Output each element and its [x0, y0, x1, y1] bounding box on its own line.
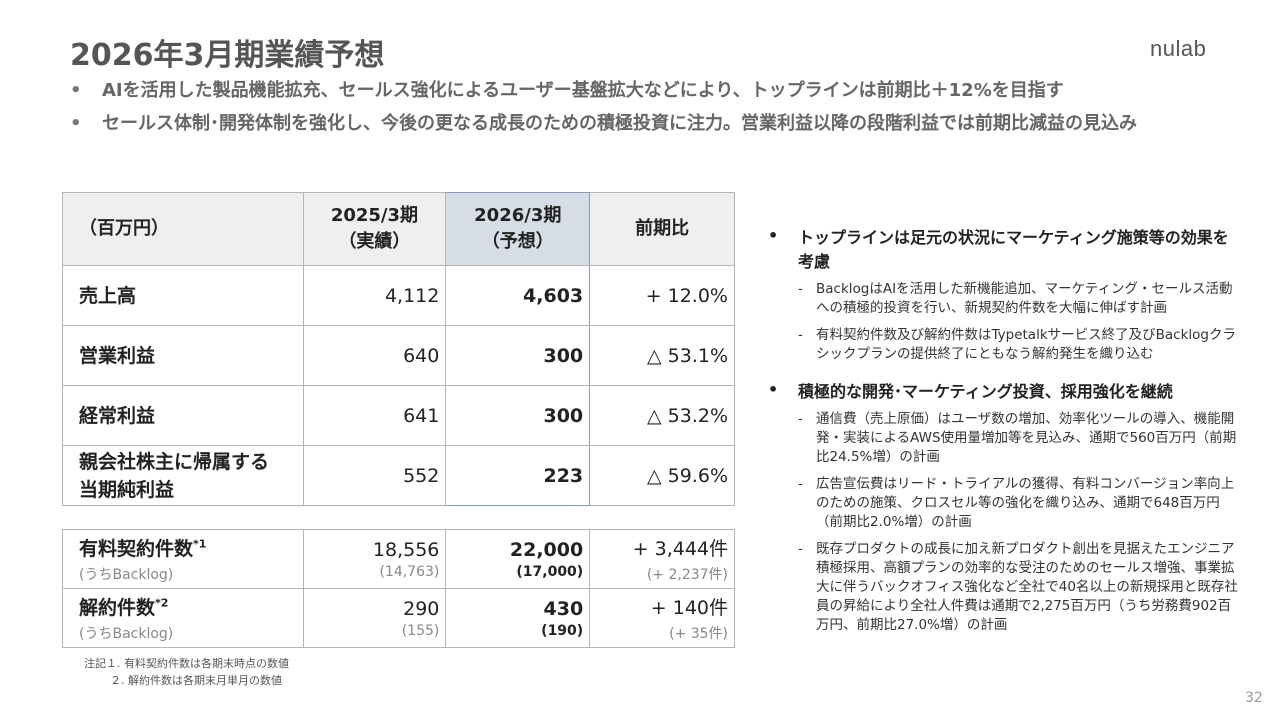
footnote-marker: *2 — [155, 596, 169, 610]
table-row: 経常利益 641 300 △ 53.2% — [62, 385, 735, 446]
dash-icon: - — [798, 541, 803, 557]
header-unit: （百万円） — [62, 192, 304, 266]
header-forecast-line1: 2026/3期 — [474, 205, 562, 226]
row-label: 経常利益 — [62, 385, 304, 446]
bullet-item-text: 既存プロダクトの成長に加え新プロダクト創出を見据えたエンジニア積極採用、高額プラ… — [816, 541, 1238, 633]
actual-cell: 290 (155) — [302, 588, 447, 648]
bullet-item: - BacklogはAIを活用した新機能追加、マーケティング・セールス活動への積極… — [798, 280, 1238, 318]
row-label-line2: 当期純利益 — [79, 478, 175, 501]
dash-icon: - — [798, 281, 803, 297]
forecast-cell: 430 (190) — [445, 588, 591, 648]
bullet-item: - 広告宣伝費はリード・トライアルの獲得、有料コンバージョン率向上のための施策、ク… — [798, 475, 1238, 532]
forecast-value: 430 — [543, 597, 584, 620]
bullet-heading: 積極的な開発･マーケティング投資、採用強化を継続 — [798, 382, 1173, 401]
header-change: 前期比 — [589, 192, 735, 266]
page-number: 32 — [1245, 690, 1263, 706]
bullet-item-text: 有料契約件数及び解約件数はTypetalkサービス終了及びBacklogクラシッ… — [816, 327, 1236, 362]
row-label-text: 解約件数 — [79, 597, 156, 619]
header-unit-text: （百万円） — [79, 218, 169, 239]
table-row: 親会社株主に帰属する 当期純利益 552 223 △ 59.6% — [62, 445, 735, 506]
table-row: 営業利益 640 300 △ 53.1% — [62, 325, 735, 386]
change-value: + 12.0% — [589, 265, 735, 326]
table-row: 売上高 4,112 4,603 + 12.0% — [62, 265, 735, 326]
dash-icon: - — [798, 411, 803, 427]
header-actual-line2: （実績） — [338, 231, 411, 252]
actual-value: 18,556 — [372, 538, 440, 561]
change-value: △ 53.2% — [589, 385, 735, 446]
footnote-marker: *1 — [193, 537, 207, 551]
forecast-sub-value: (17,000) — [516, 563, 584, 580]
row-sub-label: (うちBacklog) — [79, 626, 174, 642]
forecast-value: 4,603 — [445, 265, 591, 326]
right-bullet-list: • トップラインは足元の状況にマーケティング施策等の効果を考慮 - Backlog… — [768, 226, 1238, 651]
header-actual: 2025/3期 （実績） — [302, 192, 447, 266]
change-sub-value: (+ 35件) — [669, 626, 728, 642]
actual-sub-value: (155) — [401, 622, 440, 639]
top-bullet-list: • AIを活用した製品機能拡充、セールス強化によるユーザー基盤拡大などにより、ト… — [70, 78, 1210, 144]
table-row: 有料契約件数*1 (うちBacklog) 18,556 (14,763) 22,… — [62, 529, 735, 589]
row-label: 解約件数*2 (うちBacklog) — [62, 588, 304, 648]
forecast-value: 22,000 — [509, 538, 584, 561]
right-bullet-group: • 積極的な開発･マーケティング投資、採用強化を継続 - 通信費（売上原価）はユー… — [768, 380, 1238, 635]
forecast-cell: 22,000 (17,000) — [445, 529, 591, 589]
bullet-dot-icon: • — [70, 80, 82, 101]
top-bullet-item: • セールス体制･開発体制を強化し、今後の更なる成長のための積極投資に注力。営業… — [70, 111, 1210, 136]
dash-icon: - — [798, 476, 803, 492]
footnote-2: ２. 解約件数は各期末月単月の数値 — [110, 674, 282, 687]
header-change-text: 前期比 — [635, 218, 690, 239]
bullet-item: - 通信費（売上原価）はユーザ数の増加、効率化ツールの導入、機能開発・実装によるA… — [798, 410, 1238, 467]
bullet-item: - 有料契約件数及び解約件数はTypetalkサービス終了及びBacklogクラシ… — [798, 326, 1238, 364]
bullet-item-text: BacklogはAIを活用した新機能追加、マーケティング・セールス活動への積極的… — [816, 281, 1233, 316]
top-bullet-item: • AIを活用した製品機能拡充、セールス強化によるユーザー基盤拡大などにより、ト… — [70, 78, 1210, 103]
row-label: 営業利益 — [62, 325, 304, 386]
forecast-value: 300 — [445, 325, 591, 386]
actual-value: 4,112 — [302, 265, 447, 326]
bullet-heading: トップラインは足元の状況にマーケティング施策等の効果を考慮 — [798, 228, 1229, 271]
header-actual-line1: 2025/3期 — [330, 205, 419, 226]
bullet-dot-icon: • — [768, 226, 779, 245]
page-title: 2026年3月期業績予想 — [70, 38, 385, 73]
forecast-table: （百万円） 2025/3期 （実績） 2026/3期 （予想） 前期比 売上高 4,… — [62, 192, 735, 506]
change-value: △ 53.1% — [589, 325, 735, 386]
actual-sub-value: (14,763) — [379, 563, 440, 580]
row-label-line1: 親会社株主に帰属する — [79, 450, 270, 473]
actual-value: 640 — [302, 325, 447, 386]
bullet-dot-icon: • — [768, 380, 779, 399]
change-cell: + 140件 (+ 35件) — [589, 588, 735, 648]
actual-value: 641 — [302, 385, 447, 446]
change-sub-value: (+ 2,237件) — [646, 567, 728, 583]
table-row: 解約件数*2 (うちBacklog) 290 (155) 430 (190) +… — [62, 588, 735, 648]
top-bullet-text: セールス体制･開発体制を強化し、今後の更なる成長のための積極投資に注力。営業利益… — [102, 113, 1137, 134]
bullet-item-text: 通信費（売上原価）はユーザ数の増加、効率化ツールの導入、機能開発・実装によるAW… — [816, 411, 1237, 465]
row-sub-label: (うちBacklog) — [79, 567, 174, 583]
change-value: + 3,444件 — [632, 538, 728, 560]
top-bullet-text: AIを活用した製品機能拡充、セールス強化によるユーザー基盤拡大などにより、トップ… — [102, 80, 1064, 101]
forecast-sub-value: (190) — [541, 622, 584, 639]
footnotes: 注記１. 有料契約件数は各期末時点の数値 ２. 解約件数は各期末月単月の数値 — [84, 655, 289, 689]
header-forecast-line2: （予想） — [481, 231, 554, 252]
actual-cell: 18,556 (14,763) — [302, 529, 447, 589]
bullet-item: - 既存プロダクトの成長に加え新プロダクト創出を見据えたエンジニア積極採用、高額プ… — [798, 540, 1238, 635]
row-label: 親会社株主に帰属する 当期純利益 — [62, 445, 304, 506]
change-value: + 140件 — [650, 597, 728, 619]
right-bullet-group: • トップラインは足元の状況にマーケティング施策等の効果を考慮 - Backlog… — [768, 226, 1238, 364]
bullet-item-text: 広告宣伝費はリード・トライアルの獲得、有料コンバージョン率向上のための施策、クロ… — [816, 476, 1235, 530]
actual-value: 552 — [302, 445, 447, 506]
table-header-row: （百万円） 2025/3期 （実績） 2026/3期 （予想） 前期比 — [62, 192, 735, 266]
row-label-text: 有料契約件数 — [79, 538, 194, 560]
row-label: 売上高 — [62, 265, 304, 326]
actual-value: 290 — [403, 597, 440, 620]
header-forecast: 2026/3期 （予想） — [445, 192, 591, 266]
forecast-value: 223 — [445, 445, 591, 506]
change-cell: + 3,444件 (+ 2,237件) — [589, 529, 735, 589]
change-value: △ 59.6% — [589, 445, 735, 506]
forecast-value: 300 — [445, 385, 591, 446]
contracts-table: 有料契約件数*1 (うちBacklog) 18,556 (14,763) 22,… — [62, 529, 735, 648]
footnote-1: 注記１. 有料契約件数は各期末時点の数値 — [84, 657, 289, 670]
dash-icon: - — [798, 327, 803, 343]
bullet-dot-icon: • — [70, 113, 82, 134]
row-label: 有料契約件数*1 (うちBacklog) — [62, 529, 304, 589]
nulab-logo: nulab — [1150, 36, 1207, 61]
